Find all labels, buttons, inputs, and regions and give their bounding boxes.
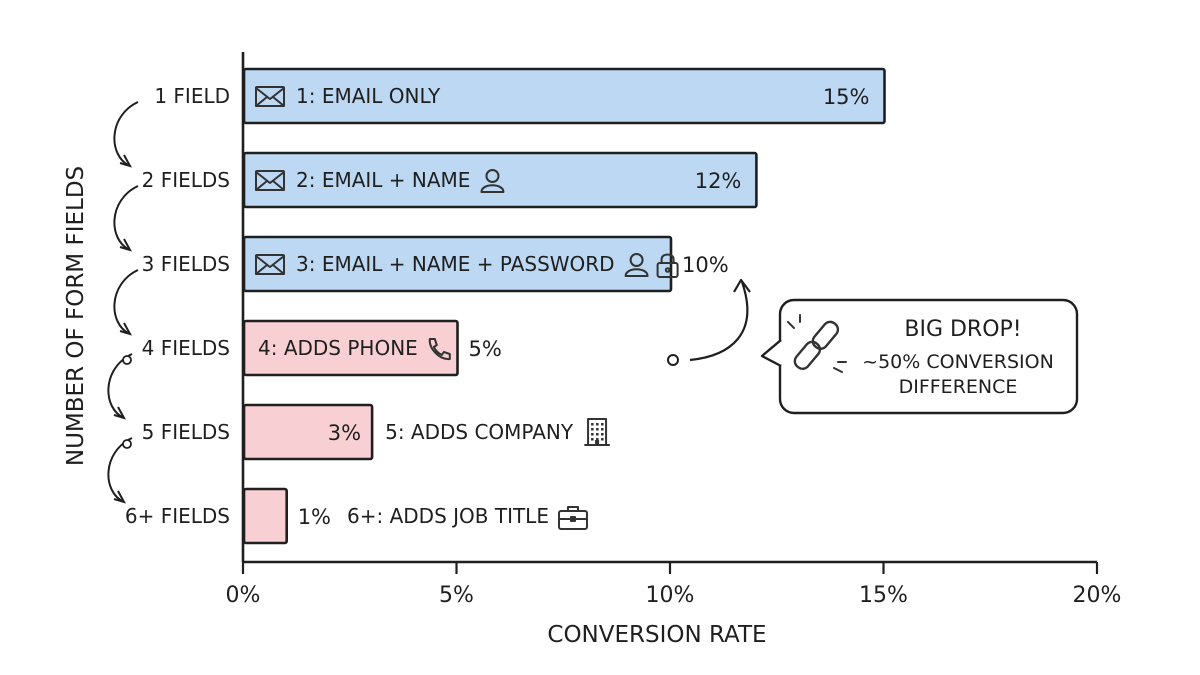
- category-label: 6+ FIELDS: [125, 504, 230, 528]
- value-label: 3%: [328, 421, 361, 445]
- envelope-icon: [255, 86, 285, 107]
- arrow-head: [119, 238, 133, 252]
- category-label: 4 FIELDS: [142, 336, 230, 360]
- person-icon: [480, 169, 505, 193]
- envelope-icon: [255, 254, 285, 275]
- step-arrows: [107, 101, 139, 504]
- value-label: 12%: [695, 169, 742, 193]
- person-icon: [624, 253, 649, 277]
- annotation-arrow-head: [733, 278, 751, 293]
- annotation-line: DIFFERENCE: [899, 376, 1018, 398]
- bar-label: 6+: ADDS JOB TITLE: [347, 504, 549, 528]
- bar-label: 1: EMAIL ONLY: [296, 84, 441, 108]
- x-tick-label: 10%: [646, 583, 695, 608]
- arrow-head: [113, 406, 127, 420]
- step-arrow: [113, 101, 139, 167]
- arrow-head: [119, 322, 133, 336]
- step-arrow: [113, 269, 139, 335]
- bar-label: 2: EMAIL + NAME: [296, 168, 470, 192]
- category-label: 2 FIELDS: [142, 168, 230, 192]
- y-axis-title: NUMBER OF FORM FIELDS: [63, 166, 89, 466]
- annotation-arrow: [689, 281, 749, 362]
- bar-label: 5: ADDS COMPANY: [385, 420, 574, 444]
- annotation-title: BIG DROP!: [904, 317, 1021, 342]
- category-label: 3 FIELDS: [142, 252, 230, 276]
- annotation-line: ~50% CONVERSION: [862, 351, 1054, 373]
- bar-6: [242, 487, 289, 545]
- x-tick-label: 15%: [859, 583, 908, 608]
- axis-layer: 0% 5% 10% 15% 20% CONVERSION RATE NUMBER OF FO…: [63, 52, 1121, 648]
- bar-label: 3: EMAIL + NAME + PASSWORD: [296, 252, 615, 276]
- x-tick-label: 20%: [1073, 583, 1122, 608]
- annotation-layer: BIG DROP! ~50% CONVERSION DIFFERENCE: [667, 278, 1079, 415]
- envelope-icon: [255, 170, 285, 191]
- value-label: 5%: [469, 337, 502, 361]
- annotation-dot: [667, 354, 679, 366]
- value-label: 15%: [823, 85, 870, 109]
- step-dot: [122, 355, 132, 365]
- bar-label: 4: ADDS PHONE: [258, 336, 418, 360]
- broken-link-icon: [787, 314, 847, 373]
- arrow-head: [119, 154, 133, 168]
- x-tick-label: 5%: [439, 583, 474, 608]
- phone-icon: [428, 338, 451, 361]
- value-label: 10%: [682, 253, 729, 277]
- arrow-head: [113, 490, 127, 504]
- briefcase-icon: [557, 506, 588, 530]
- lock-icon: [656, 253, 679, 278]
- category-label: 1 FIELD: [154, 84, 230, 108]
- x-axis-title: CONVERSION RATE: [547, 622, 766, 648]
- category-label: 5 FIELDS: [142, 420, 230, 444]
- value-label: 1%: [298, 505, 331, 529]
- building-icon: [584, 418, 611, 446]
- bars-layer: 1 FIELD 1: EMAIL ONLY 15% 2 FIELDS 2: EMAIL …: [125, 67, 886, 545]
- step-arrow: [113, 185, 139, 251]
- x-tick-label: 0%: [226, 583, 261, 608]
- step-dot: [122, 439, 132, 449]
- annotation-pointer: [760, 339, 782, 368]
